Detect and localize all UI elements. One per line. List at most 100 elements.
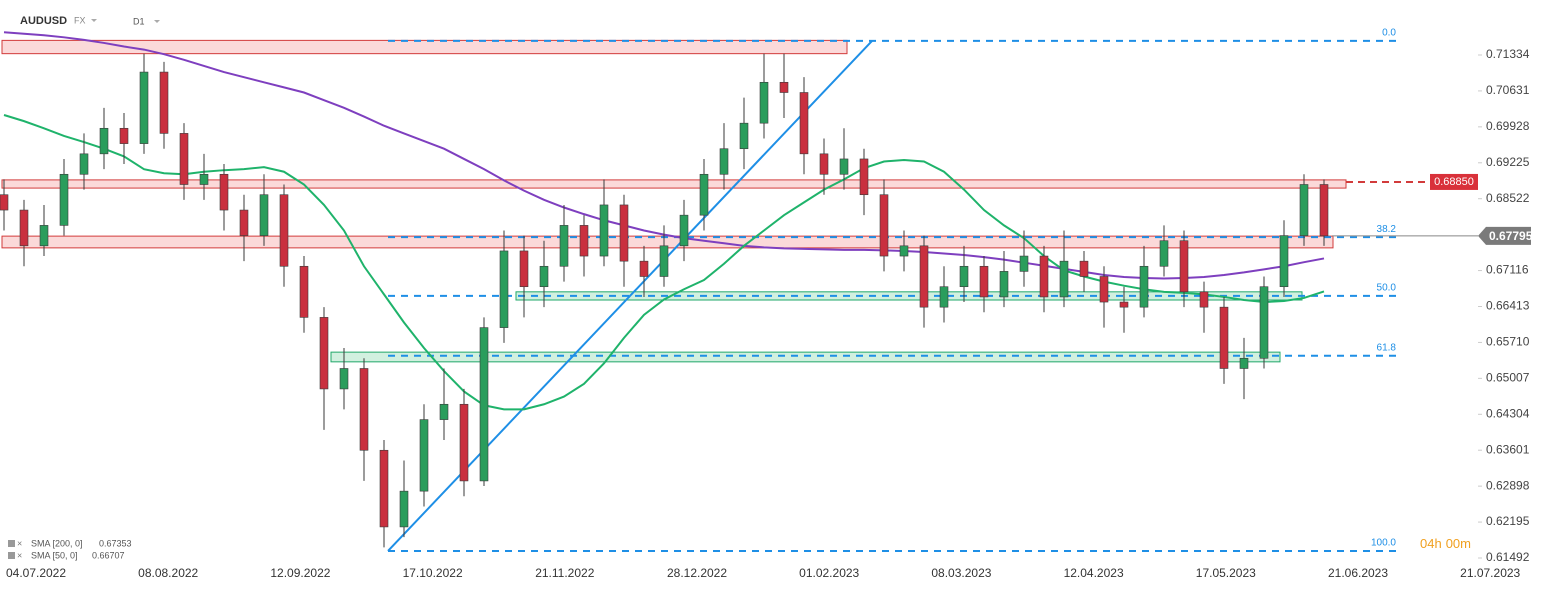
- candle-body: [699, 173, 709, 216]
- candle-body: [779, 81, 789, 93]
- countdown-part: h: [1434, 536, 1441, 551]
- candle-body: [879, 194, 889, 257]
- candle-body: [1059, 260, 1069, 298]
- legend-name: SMA [200, 0]: [31, 538, 83, 548]
- interval[interactable]: D1: [133, 16, 145, 26]
- candle-body: [299, 265, 309, 318]
- y-tick-label: 0.68522: [1486, 191, 1530, 205]
- x-tick-label: 04.07.2022: [6, 566, 66, 580]
- candle-body: [979, 265, 989, 298]
- x-tick-label: 21.07.2023: [1460, 566, 1520, 580]
- candle-body: [419, 419, 429, 492]
- plot: 0.0 38.2 50.0 61.8 100.0 0.68850 0.71334 0.7063…: [0, 28, 1533, 580]
- candle-body: [479, 327, 489, 482]
- countdown-part: 04: [1420, 536, 1434, 551]
- candle-body: [959, 265, 969, 288]
- candle-body: [179, 133, 189, 185]
- legend-close[interactable]: ×: [17, 550, 22, 560]
- y-tick-label: 0.61492: [1486, 550, 1530, 564]
- x-tick-label: 12.04.2023: [1064, 566, 1124, 580]
- symbol[interactable]: AUDUSD: [20, 15, 67, 27]
- x-tick-label: 17.05.2023: [1196, 566, 1256, 580]
- candle-body: [1139, 265, 1149, 308]
- y-tick-label: 0.62195: [1486, 514, 1530, 528]
- x-tick-label: 21.11.2022: [535, 566, 594, 580]
- candle-body: [279, 194, 289, 267]
- last-price-label: 0.67795: [1489, 229, 1533, 243]
- x-tick-label: 08.03.2023: [931, 566, 991, 580]
- candle-body: [919, 245, 929, 308]
- candle-body: [1159, 240, 1169, 267]
- y-tick-label: 0.62898: [1486, 478, 1530, 492]
- candle-body: [619, 204, 629, 262]
- y-tick-label: 0.70631: [1486, 83, 1530, 97]
- candle-body: [459, 403, 469, 482]
- y-tick-label: 0.71334: [1486, 47, 1530, 61]
- y-tick-label: 0.65710: [1486, 335, 1530, 349]
- candle-body: [1259, 286, 1269, 359]
- x-tick-label: 08.08.2022: [138, 566, 198, 580]
- candle-body: [659, 245, 669, 277]
- candle-body: [239, 209, 249, 236]
- candle-body: [1099, 276, 1109, 303]
- dropdown-icon[interactable]: [91, 19, 97, 22]
- candle-body: [1239, 357, 1249, 369]
- y-tick-label: 0.67116: [1486, 263, 1529, 277]
- y-tick-label: 0.66413: [1486, 299, 1530, 313]
- candle-body: [739, 122, 749, 150]
- candle-body: [559, 225, 569, 267]
- fib-label: 61.8: [1377, 342, 1397, 353]
- candle-body: [839, 158, 849, 175]
- fib-label: 0.0: [1382, 28, 1396, 39]
- legend-entry: × SMA [50, 0] 0.66707: [8, 550, 125, 560]
- candle-body: [1119, 301, 1129, 308]
- legend-value: 0.67353: [99, 538, 132, 548]
- candle-body: [859, 158, 869, 196]
- candle-body: [799, 92, 809, 155]
- candle-body: [499, 250, 509, 328]
- candle-body: [1019, 255, 1029, 272]
- candle-body: [519, 250, 529, 288]
- legend-icon: [8, 552, 15, 559]
- candle-body: [39, 225, 49, 247]
- candle-body: [59, 173, 69, 226]
- candle-body: [119, 127, 129, 144]
- candle-body: [259, 194, 269, 236]
- candle-body: [1079, 260, 1089, 277]
- candle-body: [359, 368, 369, 451]
- x-tick-label: 28.12.2022: [667, 566, 727, 580]
- x-tick-label: 21.06.2023: [1328, 566, 1388, 580]
- last-price-badge: [1478, 226, 1531, 245]
- candle-body: [579, 225, 589, 257]
- candle-body: [539, 265, 549, 288]
- candle-body: [719, 148, 729, 175]
- x-tick-label: 01.02.2023: [799, 566, 859, 580]
- candle-body: [339, 368, 349, 390]
- candle-body: [99, 127, 109, 155]
- legend-close[interactable]: ×: [17, 538, 22, 548]
- legend-icon: [8, 540, 15, 547]
- countdown-part: m: [1460, 536, 1471, 551]
- candle-body: [399, 490, 409, 528]
- dropdown-icon[interactable]: [154, 20, 160, 23]
- candle-body: [439, 403, 449, 420]
- candle-body: [999, 271, 1009, 298]
- y-tick-label: 0.65007: [1486, 371, 1530, 385]
- y-tick-label: 0.63601: [1486, 442, 1530, 456]
- candle-body: [1039, 255, 1049, 298]
- candle-body: [679, 214, 689, 247]
- legend-value: 0.66707: [92, 550, 125, 560]
- candle-body: [899, 245, 909, 257]
- candle-body: [1179, 240, 1189, 293]
- candle-body: [1279, 235, 1289, 288]
- y-tick-label: 0.69928: [1486, 119, 1530, 133]
- x-tick-label: 17.10.2022: [403, 566, 463, 580]
- y-tick-label: 0.69225: [1486, 155, 1530, 169]
- candle-body: [1319, 184, 1329, 237]
- candle-body: [219, 173, 229, 211]
- fib-label: 100.0: [1371, 538, 1396, 549]
- x-tick-label: 12.09.2022: [270, 566, 330, 580]
- candle-body: [139, 71, 149, 144]
- trend-line: [387, 40, 873, 552]
